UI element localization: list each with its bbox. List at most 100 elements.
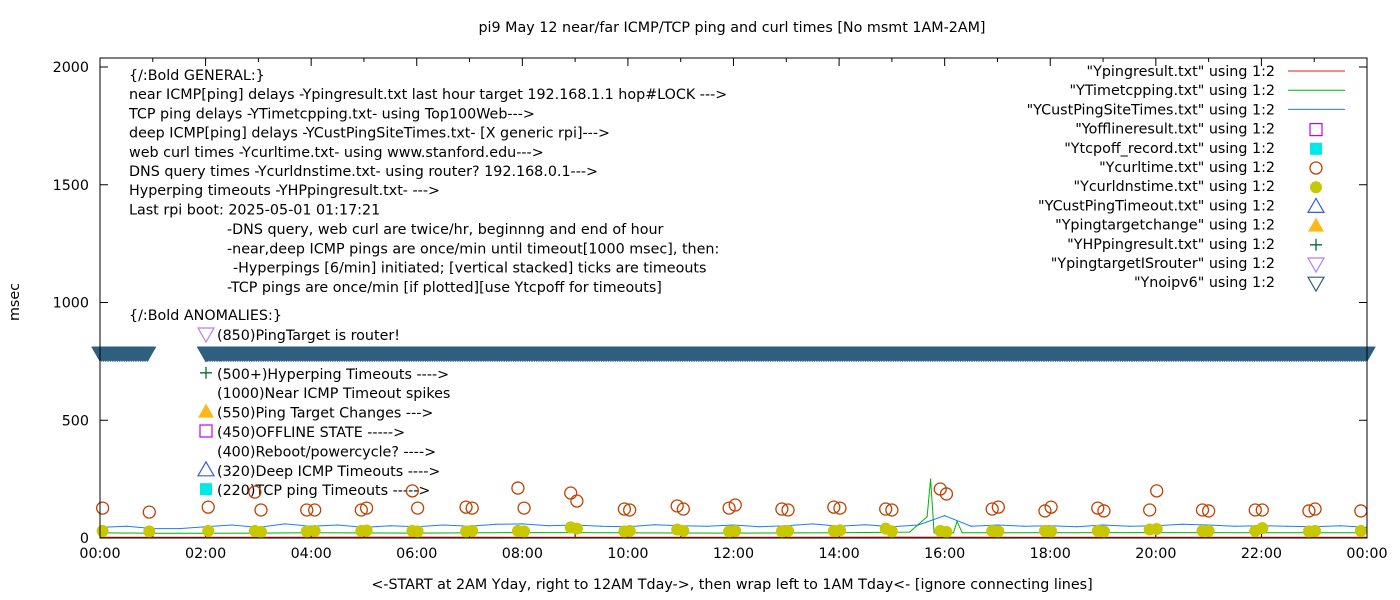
annotation-anomaly-line: (320)Deep ICMP Timeouts ----> <box>217 464 440 480</box>
annotation-general-line: DNS query times -Ycurldnstime.txt- using… <box>129 164 598 180</box>
data-point-filled-circle <box>1097 525 1110 538</box>
data-point-filled-circle <box>411 525 424 538</box>
data-point-open-circle <box>676 502 690 516</box>
data-point-open-circle <box>300 503 314 517</box>
data-point <box>336 524 339 526</box>
x-tick-label: 04:00 <box>291 546 332 562</box>
data-point-open-circle <box>623 503 637 517</box>
data-point-filled-circle <box>833 524 846 537</box>
data-point-filled-circle <box>677 524 690 537</box>
annotation-general-line: Hyperping timeouts -YHPpingresult.txt- -… <box>129 183 440 199</box>
x-tick-label: 20:00 <box>1135 546 1176 562</box>
data-point-open-circle <box>564 486 578 500</box>
data-point-filled-circle <box>885 525 898 538</box>
x-tick-label: 22:00 <box>1241 546 1282 562</box>
data-point-open-circle <box>459 500 473 514</box>
data-point-open-circle <box>728 498 742 512</box>
legend-label: "Ycurltime.txt" using 1:2 <box>1099 160 1275 176</box>
legend-open-circle-icon <box>1309 161 1323 175</box>
data-point-filled-circle <box>1045 525 1058 538</box>
legend: "Ypingresult.txt" using 1:2 "YTimetcpping… <box>1027 64 1345 293</box>
data-point-open-circle <box>775 502 789 516</box>
data-point-open-circle <box>1143 503 1157 517</box>
data-point <box>1023 525 1025 527</box>
data-point <box>970 525 972 527</box>
data-point <box>1128 525 1131 527</box>
legend-open-square-icon <box>1309 122 1323 137</box>
data-point <box>231 524 233 526</box>
data-point-open-circle <box>1097 504 1111 518</box>
data-point-filled-circle <box>1309 524 1322 537</box>
data-point-open-circle <box>248 485 262 499</box>
x-tick-label: 12:00 <box>713 546 754 562</box>
annotation-general-line: web curl times -Ycurltime.txt- using www… <box>129 145 544 161</box>
x-tick-label: 00:00 <box>79 546 120 562</box>
data-point <box>1102 524 1104 526</box>
y-tick-label: 0 <box>80 531 89 547</box>
legend-filled-triangle-up-icon <box>1308 217 1324 232</box>
annotation-anomaly-line: (220)TCP ping Timeouts -----> <box>217 483 430 499</box>
annotation-general-line: Last rpi boot: 2025-05-01 01:17:21 <box>129 202 380 218</box>
data-point <box>495 523 497 525</box>
data-point-open-circle <box>570 494 584 508</box>
y-axis-label: msec <box>7 283 23 321</box>
data-point-filled-circle <box>96 524 109 537</box>
data-point <box>926 516 928 518</box>
data-point <box>600 525 603 527</box>
data-point-filled-circle <box>202 524 215 537</box>
annotation-anomaly-line: (1000)Near ICMP Timeout spikes <box>217 386 450 402</box>
anomaly-open-triangle-up-icon <box>196 460 216 477</box>
data-point-open-circle <box>617 502 632 516</box>
data-point <box>389 525 391 527</box>
data-point-open-circle <box>410 501 425 515</box>
data-point-open-circle <box>201 500 215 514</box>
data-point <box>908 531 911 533</box>
data-point-open-circle <box>781 503 795 517</box>
data-point-filled-circle <box>1256 522 1269 535</box>
data-point-open-circle <box>827 500 841 514</box>
data-point-open-circle <box>885 503 899 517</box>
data-point-open-circle <box>1091 501 1105 515</box>
data-point-open-circle <box>354 503 368 517</box>
x-tick-label: 02:00 <box>185 546 226 562</box>
x-tick-label: 16:00 <box>924 546 965 562</box>
legend-label: "Ytcpoff_record.txt" using 1:2 <box>1064 141 1275 157</box>
data-point-open-circle <box>991 500 1005 514</box>
data-point-filled-circle <box>360 524 373 537</box>
legend-label: "Ypingtargetchange" using 1:2 <box>1055 218 1275 234</box>
anomaly-filled-triangle-up-icon <box>198 403 214 418</box>
legend-label: "Ycurldnstime.txt" using 1:2 <box>1074 179 1275 195</box>
x-tick-label: 00:00 <box>1346 546 1387 562</box>
annotation-anomaly-line: (500+)Hyperping Timeouts ----> <box>217 367 449 383</box>
data-point-open-circle <box>670 499 684 513</box>
legend-label: "YHPpingresult.txt" using 1:2 <box>1067 237 1275 253</box>
annotation-general-line: TCP ping delays -YTimetcpping.txt- using… <box>128 106 535 122</box>
data-point-open-circle <box>1255 503 1269 517</box>
legend-open-triangle-up-icon <box>1306 197 1326 213</box>
anomaly-plus-icon <box>200 366 212 379</box>
data-point-open-circle <box>465 501 479 515</box>
data-point <box>1181 523 1183 525</box>
data-point-filled-circle <box>1202 524 1215 537</box>
data-point-filled-circle <box>143 525 156 538</box>
data-point <box>706 525 708 527</box>
data-point-open-circle <box>405 484 420 498</box>
x-tick-label: 14:00 <box>818 546 859 562</box>
data-point-filled-circle <box>308 524 321 537</box>
y-tick-label: 2000 <box>53 60 89 76</box>
plot-frame <box>99 57 1368 539</box>
annotation-anomaly-line: (550)Ping Target Changes ---> <box>217 406 433 422</box>
data-point-open-circle <box>939 487 954 501</box>
data-point-open-circle <box>1354 504 1368 518</box>
data-point-open-circle <box>1195 503 1210 517</box>
data-point <box>944 515 946 517</box>
data-point <box>996 524 999 526</box>
legend-label: "Ypingresult.txt" using 1:2 <box>1087 64 1275 80</box>
data-point <box>864 524 867 526</box>
data-point-open-circle <box>95 501 110 515</box>
data-point-open-circle <box>511 481 525 495</box>
legend-filled-square-icon <box>1310 142 1322 155</box>
legend-label: "Yofflineresult.txt" using 1:2 <box>1075 122 1275 138</box>
data-point-open-circle <box>142 505 156 519</box>
legend-open-triangle-down-icon <box>1306 276 1326 293</box>
